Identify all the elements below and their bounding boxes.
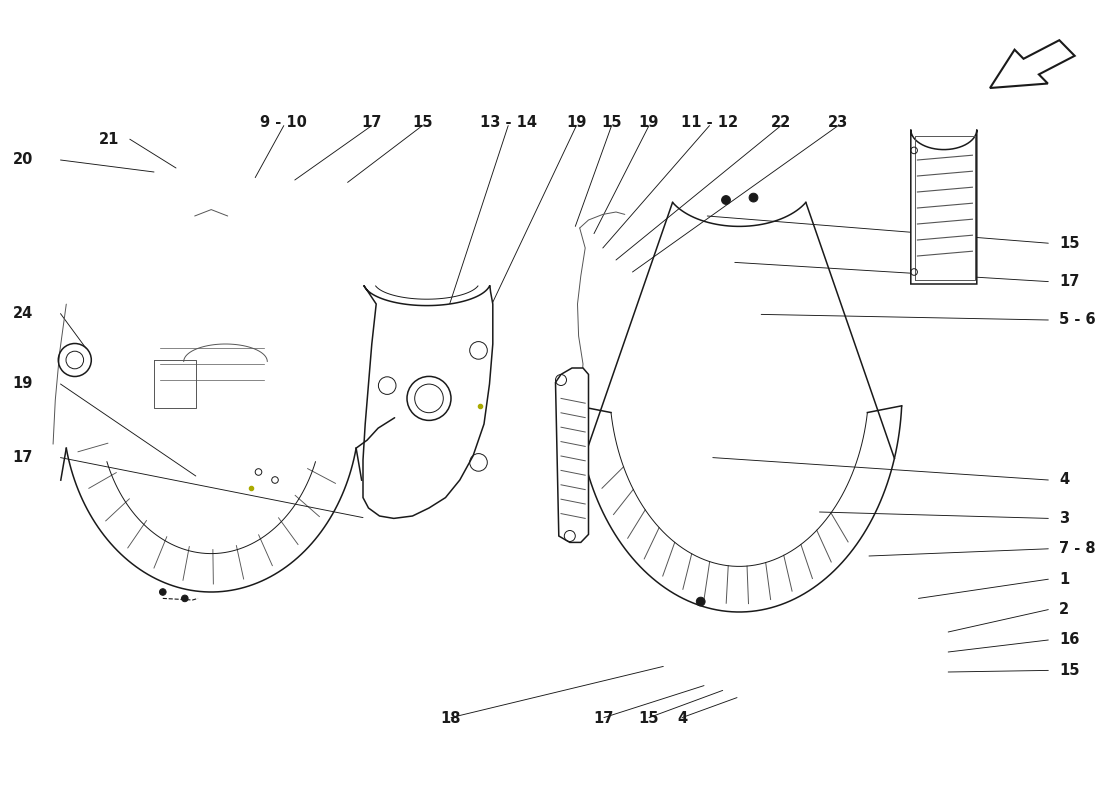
Circle shape	[182, 595, 188, 602]
Text: 19: 19	[639, 115, 659, 130]
Text: 24: 24	[13, 306, 33, 321]
Text: 15: 15	[412, 115, 432, 130]
Text: 13 - 14: 13 - 14	[480, 115, 537, 130]
Text: 5 - 6: 5 - 6	[1059, 313, 1096, 327]
Text: 19: 19	[12, 377, 33, 391]
Text: 2: 2	[1059, 602, 1069, 617]
Text: 20: 20	[12, 153, 33, 167]
Text: 9 - 10: 9 - 10	[261, 115, 307, 130]
Text: 18: 18	[441, 711, 461, 726]
Circle shape	[696, 597, 705, 606]
Text: 16: 16	[1059, 633, 1080, 647]
Polygon shape	[363, 286, 493, 518]
Text: 21: 21	[98, 132, 119, 146]
Circle shape	[722, 196, 730, 204]
Text: 15: 15	[1059, 663, 1080, 678]
Polygon shape	[556, 368, 588, 542]
Circle shape	[749, 194, 758, 202]
Text: 17: 17	[594, 711, 614, 726]
Text: 17: 17	[1059, 274, 1080, 289]
Text: 17: 17	[12, 450, 33, 465]
Text: 3: 3	[1059, 511, 1069, 526]
Text: 1: 1	[1059, 572, 1069, 586]
Text: 4: 4	[676, 711, 688, 726]
Circle shape	[160, 589, 166, 595]
Text: 17: 17	[362, 115, 382, 130]
Text: 4: 4	[1059, 473, 1069, 487]
Text: 15: 15	[602, 115, 621, 130]
Text: 22: 22	[771, 115, 791, 130]
Text: 11 - 12: 11 - 12	[681, 115, 738, 130]
Text: 15: 15	[639, 711, 659, 726]
Polygon shape	[990, 40, 1075, 88]
Text: 15: 15	[1059, 236, 1080, 250]
Text: 19: 19	[566, 115, 586, 130]
Polygon shape	[911, 130, 977, 284]
Text: 23: 23	[828, 115, 848, 130]
Text: 7 - 8: 7 - 8	[1059, 542, 1096, 556]
